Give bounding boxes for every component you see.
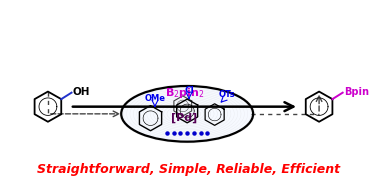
- Text: Straightforward, Simple, Reliable, Efficient: Straightforward, Simple, Reliable, Effic…: [37, 163, 341, 176]
- Text: [Pd]: [Pd]: [171, 113, 198, 123]
- Ellipse shape: [121, 86, 253, 142]
- Text: OH: OH: [73, 87, 90, 97]
- Text: OTs: OTs: [218, 90, 235, 99]
- Text: Bpin: Bpin: [344, 87, 369, 97]
- Text: Cl: Cl: [184, 86, 194, 95]
- Text: B$_2$pin$_2$: B$_2$pin$_2$: [164, 86, 204, 100]
- Text: OMe: OMe: [144, 94, 166, 103]
